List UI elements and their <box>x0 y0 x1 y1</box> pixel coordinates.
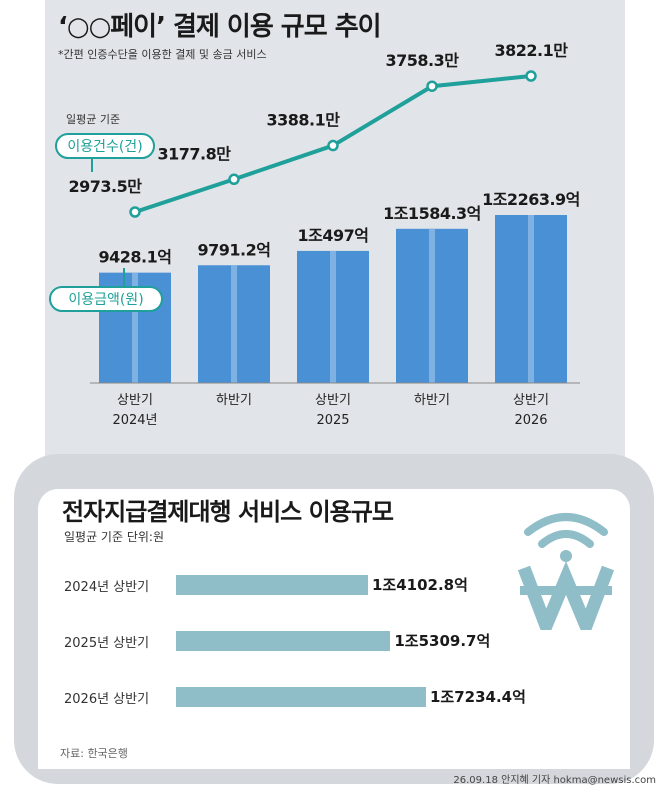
bar-value-label: 1조497억 <box>298 226 369 245</box>
hbar-category-label: 2025년 상반기 <box>64 636 150 651</box>
credit-line: 26.09.18 안지혜 기자 hokma@newsis.com <box>453 775 656 786</box>
line-point <box>129 206 141 218</box>
hbar-value-label: 1조4102.8억 <box>372 576 468 594</box>
line-value-label: 3822.1만 <box>495 41 569 60</box>
bottom-chart-note: 일평균 기준 단위:원 <box>64 530 164 544</box>
line-point <box>327 139 339 152</box>
hbar <box>176 687 426 707</box>
chart-subtitle: *간편 인증수단을 이용한 결제 및 송금 서비스 <box>58 48 267 61</box>
line-value-label: 3388.1만 <box>267 111 341 130</box>
bar-highlight <box>330 250 336 383</box>
bar-highlight <box>528 215 534 383</box>
line-value-label: 3177.8만 <box>158 144 232 163</box>
source-note: 자료: 한국은행 <box>60 747 128 760</box>
chart-title: ‘○○페이’ 결제 이용 규모 추이 <box>58 12 382 42</box>
line-point <box>426 80 438 92</box>
won-wifi-icon <box>518 513 614 630</box>
hbar <box>176 631 391 651</box>
line-point <box>525 70 537 82</box>
line-value-label: 3758.3만 <box>386 51 460 70</box>
hbar-value-label: 1조7234.4억 <box>430 688 526 706</box>
bar-highlight <box>132 272 138 383</box>
line-point <box>228 173 240 186</box>
x-tick-label: 상반기 <box>117 393 153 408</box>
legend-line-label: 이용건수(건) <box>67 139 142 155</box>
bar-value-label: 1조2263.9억 <box>482 190 580 209</box>
legend-line-badge <box>55 133 155 159</box>
watermark: 뉴시스 <box>496 726 580 764</box>
hbar-category-label: 2026년 상반기 <box>64 692 150 707</box>
legend-bar-label: 이용금액(원) <box>68 292 143 308</box>
unit-note: 일평균 기준 <box>66 113 121 126</box>
line-value-label: 2973.5만 <box>69 177 143 196</box>
x-tick-label: 상반기 <box>513 393 549 408</box>
bar-highlight <box>231 265 237 383</box>
bar-highlight <box>429 228 435 383</box>
x-tick-label: 하반기 <box>216 393 252 408</box>
x-tick-year-label: 2026 <box>514 413 547 428</box>
phone-screen: 전자지급결제대행 서비스 이용규모 일평균 기준 단위:원 2024년 상반기 1… <box>38 489 630 769</box>
hbar-category-label: 2024년 상반기 <box>64 580 150 595</box>
bar-value-label: 9428.1억 <box>99 248 172 267</box>
bar-value-label: 1조1584.3억 <box>383 204 481 223</box>
hbar <box>176 575 368 595</box>
bar-value-label: 9791.2억 <box>198 240 271 259</box>
x-tick-year-label: 2024년 <box>112 413 157 428</box>
bottom-chart-title: 전자지급결제대행 서비스 이용규모 <box>62 498 394 526</box>
legend-bar-badge <box>49 286 163 312</box>
hbar-value-label: 1조5309.7억 <box>394 632 491 650</box>
x-tick-label: 하반기 <box>414 393 450 408</box>
x-tick-label: 상반기 <box>315 393 351 408</box>
x-tick-year-label: 2025 <box>316 413 349 428</box>
